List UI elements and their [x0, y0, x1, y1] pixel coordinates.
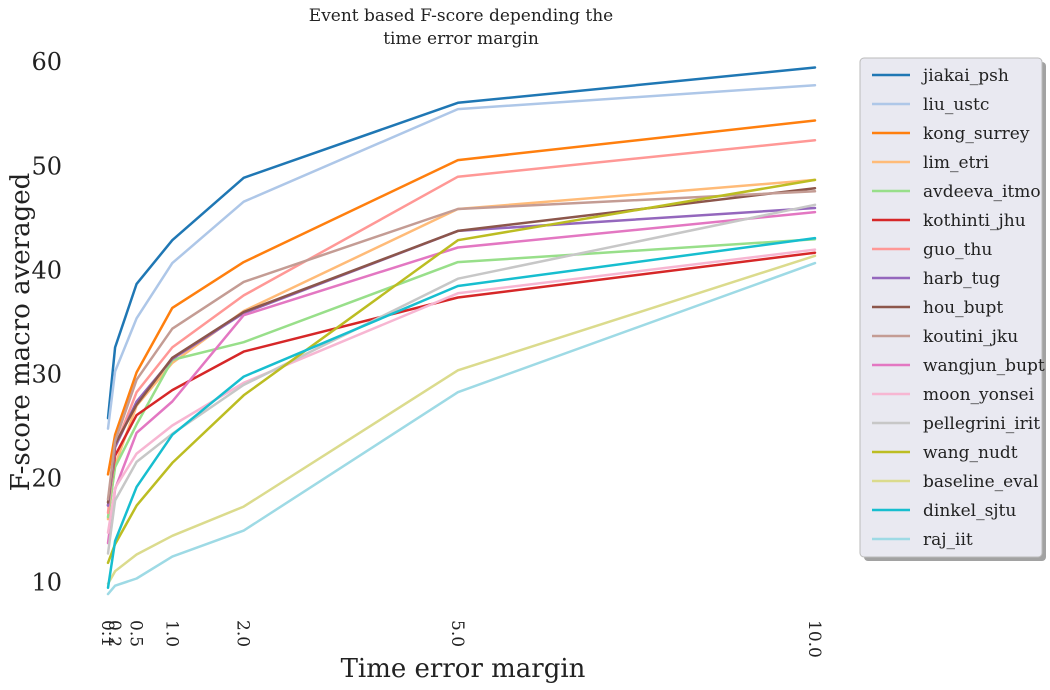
- legend-label: jiakai_psh: [921, 66, 1009, 86]
- legend-label: wangjun_bupt: [923, 356, 1045, 376]
- legend-label: avdeeva_itmo: [923, 182, 1041, 202]
- y-tick-label: 60: [31, 48, 62, 76]
- series-line-moon-yonsei: [106, 248, 817, 534]
- x-tick-label: 0.5: [126, 620, 146, 647]
- legend-label: dinkel_sjtu: [923, 501, 1016, 521]
- x-tick-label: 5.0: [447, 620, 467, 647]
- legend-label: harb_tug: [923, 269, 1000, 289]
- chart-title-line-1: Event based F-score depending the: [309, 6, 613, 26]
- chart-title-line-2: time error margin: [383, 29, 539, 49]
- legend-box: [859, 57, 1043, 558]
- legend-label: hou_bupt: [923, 298, 1003, 318]
- x-tick-label: 0.1: [97, 620, 117, 647]
- y-tick-label: 50: [31, 152, 62, 180]
- series-line-koutini-jku: [106, 190, 817, 501]
- plot-area: [106, 66, 817, 596]
- series-line-baseline-eval: [106, 254, 817, 585]
- y-tick-label: 40: [31, 256, 62, 284]
- legend-items: jiakai_psh liu_ustc kong_surrey lim_etriavd…: [872, 66, 1045, 550]
- x-tick-label: 0.2: [104, 620, 124, 647]
- series-line-hou-bupt: [106, 186, 817, 504]
- series-line-pellegrini-irit: [106, 203, 817, 555]
- series-line-dinkel-sjtu: [106, 236, 817, 590]
- series-line-raj-iit: [106, 261, 817, 596]
- legend-label: raj_iit: [923, 530, 973, 550]
- series-line-jiakai-psh: [106, 66, 817, 420]
- legend-label: kong_surrey: [923, 124, 1030, 144]
- legend: jiakai_psh liu_ustc kong_surrey lim_etriavd…: [859, 57, 1046, 561]
- y-tick-label: 30: [31, 360, 62, 388]
- y-tick-label: 20: [31, 465, 62, 493]
- legend-label: guo_thu: [923, 240, 992, 260]
- legend-label: wang_nudt: [923, 443, 1018, 463]
- series-lines: [106, 66, 817, 596]
- legend-label: baseline_eval: [923, 472, 1038, 492]
- y-axis-label: F-score macro averaged: [6, 173, 36, 492]
- series-line-wang-nudt: [106, 178, 817, 565]
- legend-label: liu_ustc: [923, 95, 989, 115]
- legend-label: pellegrini_irit: [923, 414, 1040, 434]
- y-axis-ticks: 10 20 30 40 50 60: [31, 48, 62, 596]
- legend-label: lim_etri: [923, 153, 990, 173]
- x-axis-ticks: 0.10.2 0.5 1.0 2.0 5.0 10.0: [97, 620, 824, 658]
- legend-label: kothinti_jhu: [923, 211, 1026, 231]
- x-axis-label: Time error margin: [341, 654, 586, 684]
- series-line-kong-surrey: [106, 119, 817, 476]
- y-tick-label: 10: [31, 569, 62, 597]
- x-tick-label: 2.0: [233, 620, 253, 647]
- series-line-liu-ustc: [106, 83, 817, 430]
- x-tick-label: 1.0: [161, 620, 181, 647]
- x-tick-label: 10.0: [804, 620, 824, 658]
- legend-label: moon_yonsei: [923, 385, 1035, 405]
- legend-label: koutini_jku: [923, 327, 1018, 347]
